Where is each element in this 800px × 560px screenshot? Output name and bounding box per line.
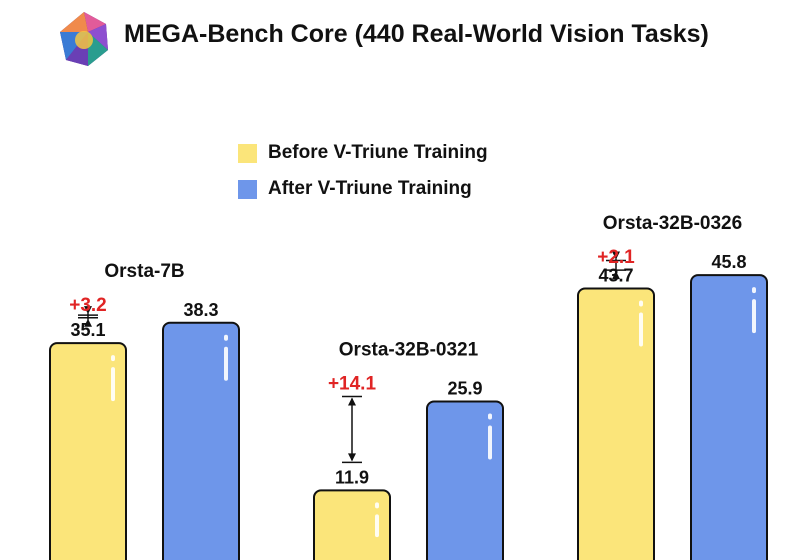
gain-arrow-head-down — [348, 453, 356, 462]
bar-highlight-dot — [639, 300, 643, 307]
value-label-after-group-1: 38.3 — [183, 300, 218, 320]
legend-label-before: Before V-Triune Training — [268, 142, 488, 163]
bar-highlight-streak — [111, 367, 115, 402]
category-label-group-1: Orsta-7B — [104, 261, 184, 282]
bar-highlight-dot — [111, 355, 115, 362]
category-label-group-3: Orsta-32B-0326 — [603, 213, 742, 234]
legend-label-after: After V-Triune Training — [268, 178, 472, 199]
gain-label-group-1: +3.2 — [69, 295, 107, 316]
gain-label-group-3: +2.1 — [597, 247, 635, 268]
gain-arrow-head-up — [348, 397, 356, 406]
bar-highlight-streak — [224, 346, 228, 381]
bar-highlight-dot — [224, 334, 228, 341]
bar-before-group-3 — [577, 287, 655, 560]
bar-highlight-streak — [488, 425, 492, 460]
value-label-after-group-3: 45.8 — [711, 252, 746, 272]
bar-before-group-1 — [49, 342, 127, 560]
bar-highlight-streak — [752, 299, 756, 334]
bar-highlight-streak — [375, 514, 379, 538]
bar-highlight-dot — [752, 287, 756, 294]
legend-swatch-before — [238, 144, 257, 163]
bar-highlight-streak — [639, 312, 643, 347]
value-label-before-group-2: 11.9 — [335, 467, 369, 487]
gain-arrow-head-up — [84, 318, 92, 327]
legend-swatch-after — [238, 180, 257, 199]
value-label-before-group-1: 35.1 — [70, 320, 105, 340]
bar-before-group-2 — [313, 489, 391, 560]
chart-title: MEGA-Bench Core (440 Real-World Vision T… — [124, 20, 709, 48]
gem-icon — [58, 10, 110, 68]
gain-arrow-head-down — [612, 251, 620, 260]
value-label-after-group-2: 25.9 — [447, 379, 482, 399]
bar-highlight-dot — [488, 413, 492, 420]
gain-arrow-head-up — [612, 271, 620, 280]
gain-arrow-head-down — [84, 306, 92, 315]
bar-after-group-1 — [162, 321, 240, 560]
bar-highlight-dot — [375, 502, 379, 509]
bar-after-group-3 — [690, 274, 768, 560]
gain-label-group-2: +14.1 — [328, 374, 377, 395]
category-label-group-2: Orsta-32B-0321 — [339, 340, 479, 361]
bar-after-group-2 — [426, 400, 504, 560]
